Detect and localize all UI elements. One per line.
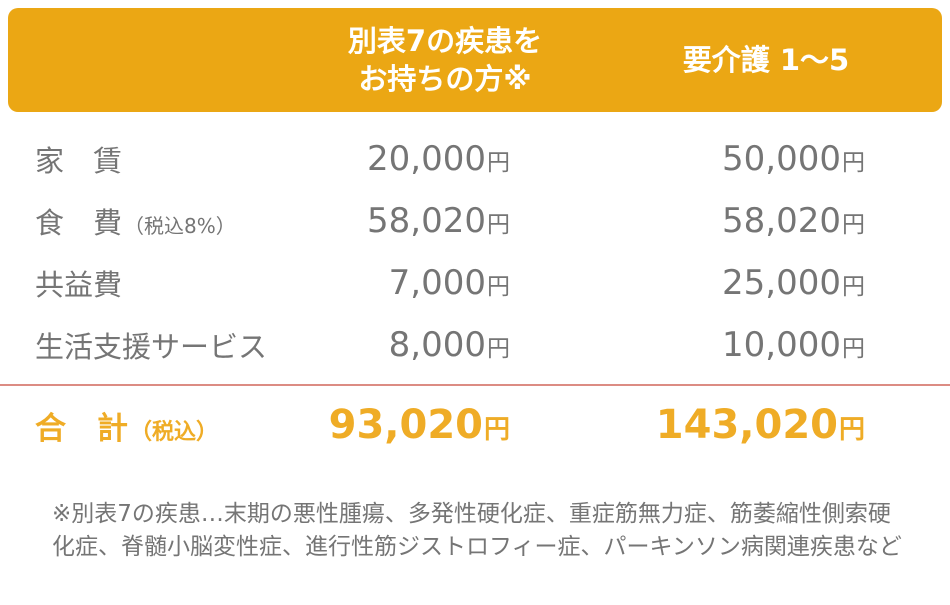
yen-unit: 円 (487, 274, 510, 300)
total-label-text: 合 計 (35, 410, 128, 447)
row-label-note: （税込8%） (124, 214, 236, 238)
total-separator-line (0, 384, 950, 386)
row-value-besshi7: 7,000円 (300, 263, 510, 303)
table-header-band: 別表7の疾患を お持ちの方※ 要介護 1〜5 (8, 8, 942, 112)
amount: 93,020 (328, 402, 483, 448)
header-col-youkaigo: 要介護 1〜5 (682, 42, 850, 77)
yen-unit: 円 (842, 212, 865, 238)
yen-unit: 円 (483, 415, 510, 445)
yen-unit: 円 (487, 150, 510, 176)
row-value-besshi7: 58,020円 (300, 201, 510, 241)
table-row-total: 合 計（税込） 93,020円 143,020円 (0, 386, 950, 464)
yen-unit: 円 (842, 336, 865, 362)
table-row-food: 食 費（税込8%） 58,020円 58,020円 (0, 190, 950, 252)
fee-table-page: 別表7の疾患を お持ちの方※ 要介護 1〜5 家 賃 20,000円 50,00… (0, 8, 950, 605)
amount: 25,000 (722, 263, 841, 303)
row-label: 家 賃 (0, 138, 300, 180)
table-row-common-fee: 共益費 7,000円 25,000円 (0, 252, 950, 314)
header-col-besshi7-line2: お持ちの方※ (358, 62, 532, 96)
footnote-besshi7-diseases: ※別表7の疾患…末期の悪性腫瘍、多発性硬化症、重症筋無力症、筋萎縮性側索硬化症、… (52, 501, 902, 560)
row-label-text: 共益費 (35, 268, 123, 302)
row-label-text: 家 賃 (35, 144, 123, 178)
amount: 20,000 (367, 139, 486, 179)
row-label: 食 費（税込8%） (0, 200, 300, 242)
row-value-youkaigo: 58,020円 (510, 201, 865, 241)
row-label-text: 食 費 (35, 206, 123, 240)
yen-unit: 円 (487, 336, 510, 362)
total-label-note: （税込） (130, 419, 219, 445)
amount: 8,000 (388, 325, 486, 365)
row-value-youkaigo: 10,000円 (510, 325, 865, 365)
amount: 58,020 (367, 201, 486, 241)
table-body: 家 賃 20,000円 50,000円 食 費（税込8%） 58,020円 58… (0, 128, 950, 376)
yen-unit: 円 (838, 415, 865, 445)
total-value-besshi7: 93,020円 (300, 402, 510, 448)
amount: 10,000 (722, 325, 841, 365)
header-col-besshi7: 別表7の疾患を お持ちの方※ (300, 22, 590, 99)
row-value-youkaigo: 50,000円 (510, 139, 865, 179)
yen-unit: 円 (487, 212, 510, 238)
yen-unit: 円 (842, 274, 865, 300)
row-value-youkaigo: 25,000円 (510, 263, 865, 303)
total-value-youkaigo: 143,020円 (510, 402, 865, 448)
row-label-text: 生活支援サービス (35, 330, 268, 364)
row-value-besshi7: 8,000円 (300, 325, 510, 365)
table-row-rent: 家 賃 20,000円 50,000円 (0, 128, 950, 190)
yen-unit: 円 (842, 150, 865, 176)
amount: 7,000 (388, 263, 486, 303)
header-col-besshi7-line1: 別表7の疾患を (347, 23, 543, 58)
total-label: 合 計（税込） (0, 403, 300, 448)
row-label: 生活支援サービス (0, 324, 300, 366)
row-value-besshi7: 20,000円 (300, 139, 510, 179)
amount: 58,020 (722, 201, 841, 241)
table-row-life-support: 生活支援サービス 8,000円 10,000円 (0, 314, 950, 376)
row-label: 共益費 (0, 262, 300, 304)
amount: 143,020 (655, 402, 838, 448)
amount: 50,000 (722, 139, 841, 179)
